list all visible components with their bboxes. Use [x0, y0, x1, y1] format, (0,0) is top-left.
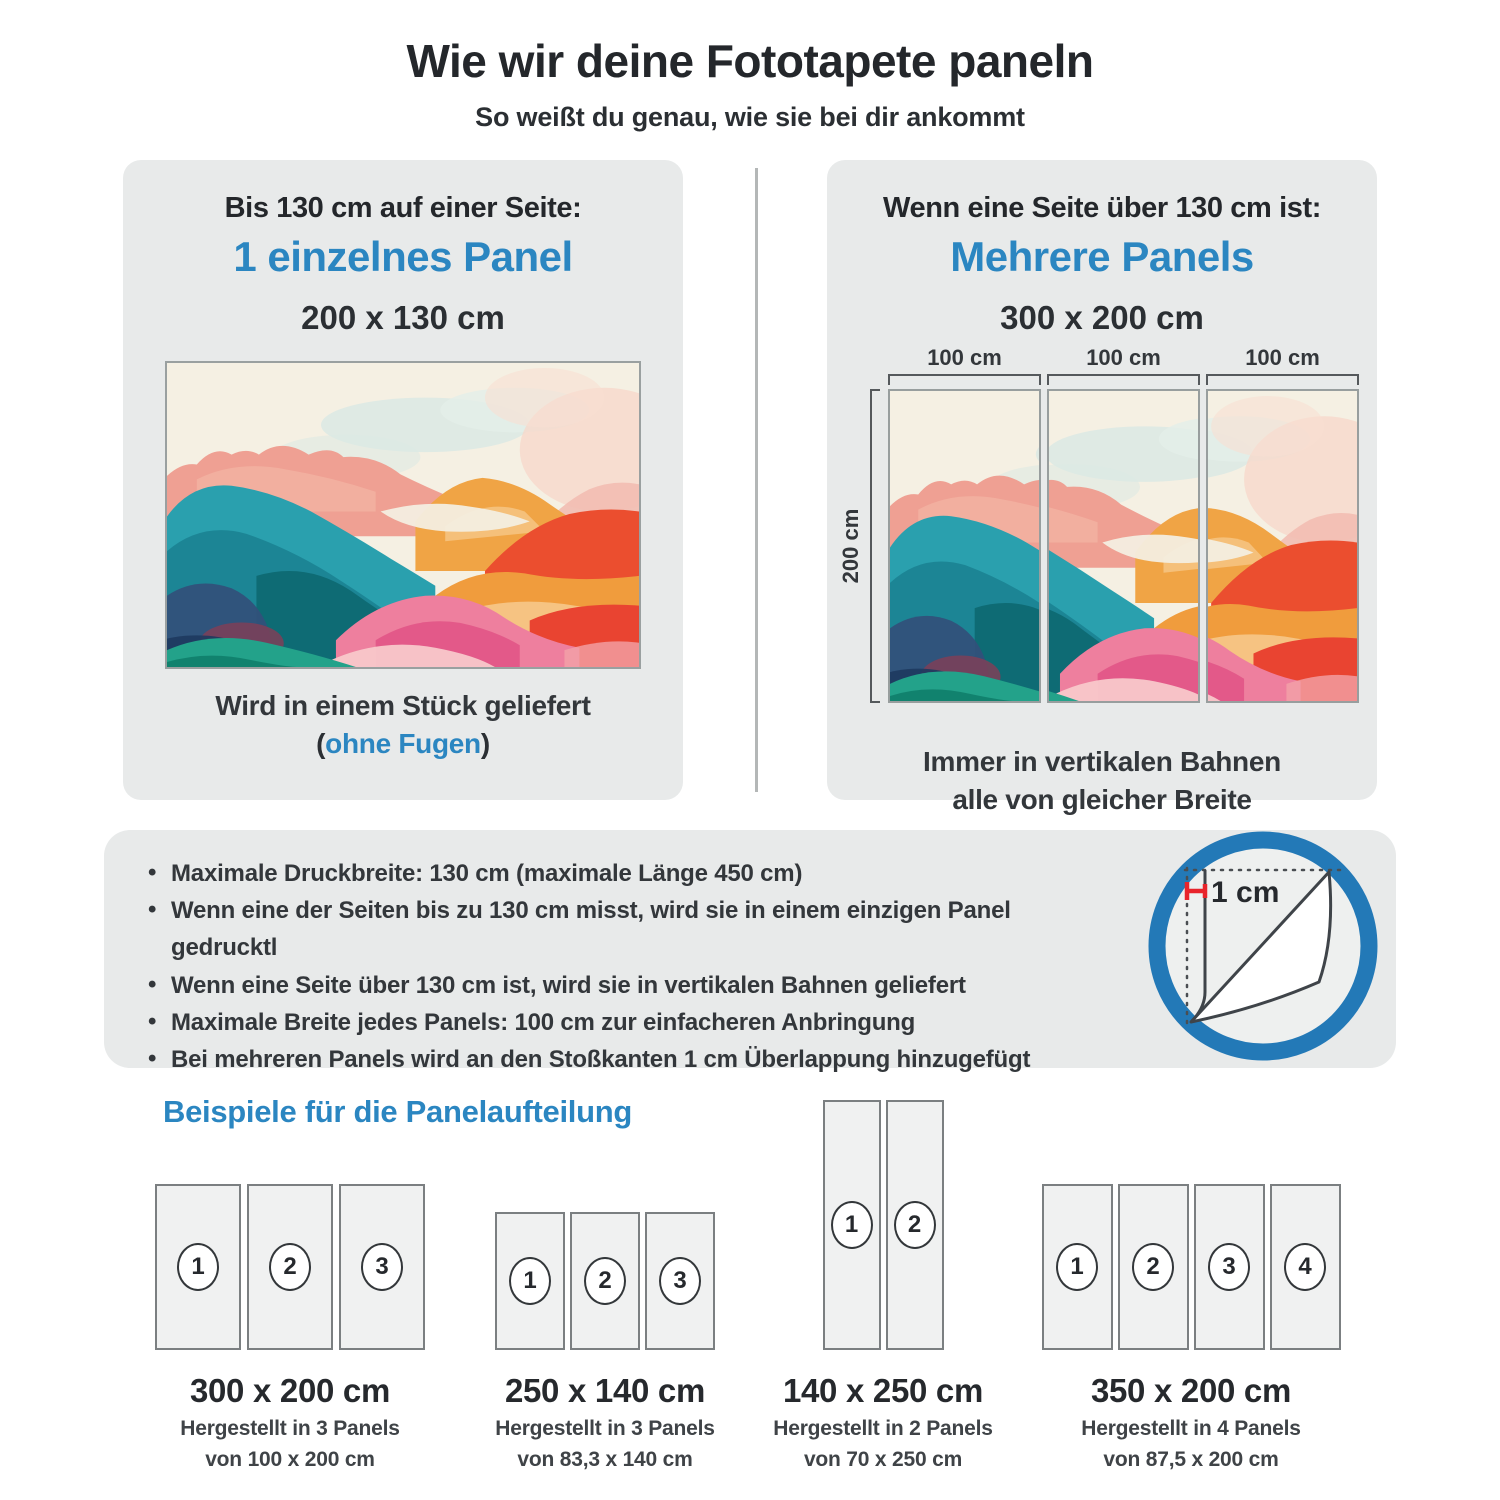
- page-curl-shape: [1189, 870, 1333, 1024]
- info-bullet: Maximale Breite jedes Panels: 100 cm zur…: [146, 1003, 1111, 1041]
- multi-card-subheading: Mehrere Panels: [950, 233, 1254, 280]
- page-subtitle: So weißt du genau, wie sie bei dir ankom…: [475, 102, 1025, 132]
- panel-example: 1 2 3 300 x 200 cm Hergestellt in 3 Panels vo…: [140, 1100, 440, 1472]
- overlap-detail-icon: 1 cm: [1148, 831, 1378, 1061]
- example-size: 350 x 200 cm: [1090, 1372, 1292, 1409]
- panel-number-badge: 2: [584, 1257, 626, 1305]
- panel-rect: 2: [570, 1212, 640, 1350]
- multi-panel-card: Wenn eine Seite über 130 cm ist: Mehrere…: [827, 160, 1377, 815]
- header: Wie wir deine Fototapete paneln So weißt…: [0, 34, 1500, 133]
- panel-rect: 3: [645, 1212, 715, 1350]
- paren-open: (: [316, 727, 326, 759]
- example-made-in: Hergestellt in 3 Panels: [180, 1417, 400, 1440]
- wallpaper-panel-slice: [1047, 389, 1200, 703]
- width-dimension-bracket: [1047, 374, 1200, 385]
- panel-rect: 3: [1193, 1184, 1265, 1350]
- panel-number-badge: 4: [1284, 1243, 1326, 1291]
- page-title: Wie wir deine Fototapete paneln: [406, 35, 1094, 87]
- example-panels-row: 1 2 3: [140, 1100, 440, 1350]
- example-made-in: Hergestellt in 4 Panels: [1081, 1417, 1301, 1440]
- panel-number-badge: 3: [361, 1243, 403, 1291]
- multi-panel-diagram: 200 cm 100 cm 100 cm 100 cm: [838, 345, 1362, 731]
- panel-rect: 4: [1269, 1184, 1341, 1350]
- panel-rect: 3: [339, 1184, 425, 1350]
- panel-number-badge: 1: [177, 1243, 219, 1291]
- wallpaper-artwork-single: [165, 361, 641, 669]
- info-bullet: Bei mehreren Panels wird an den Stoßkant…: [146, 1040, 1111, 1078]
- no-seams-highlight: ohne Fugen: [325, 727, 481, 759]
- width-dimension-bracket: [1206, 374, 1359, 385]
- panel-number-badge: 3: [1208, 1243, 1250, 1291]
- info-bullet-list: Maximale Druckbreite: 130 cm (maximale L…: [146, 854, 1111, 1078]
- overlap-label: 1 cm: [1211, 876, 1279, 909]
- multi-caption-line2: alle von gleicher Breite: [952, 783, 1252, 815]
- wallpaper-panel-slice: [888, 389, 1041, 703]
- height-dimension-label: 200 cm: [838, 508, 863, 584]
- panel-rect: 2: [885, 1100, 944, 1350]
- delivery-line: Wird in einem Stück geliefert: [215, 690, 591, 721]
- panel-rect: 1: [155, 1184, 241, 1350]
- panel-rect: 1: [822, 1100, 881, 1350]
- examples-section: 1 2 3 300 x 200 cm Hergestellt in 3 Panels vo…: [0, 1100, 1500, 1490]
- panel-example: 1 2 3 4 350 x 200 cm Hergestellt in 4 Panels v…: [1041, 1100, 1341, 1472]
- info-bullet: Maximale Druckbreite: 130 cm (maximale L…: [146, 854, 1111, 892]
- single-card-size: 200 x 130 cm: [301, 299, 505, 336]
- panel-width-label: 100 cm: [1245, 345, 1320, 370]
- single-card-heading: Bis 130 cm auf einer Seite:: [224, 192, 582, 224]
- example-made-in: Hergestellt in 2 Panels: [773, 1417, 993, 1440]
- multi-caption-line1: Immer in vertikalen Bahnen: [923, 746, 1281, 777]
- cards-divider: [755, 168, 758, 792]
- single-panel-card: Bis 130 cm auf einer Seite: 1 einzelnes …: [123, 160, 683, 800]
- single-card-caption: Wird in einem Stück geliefert (ohne Fuge…: [123, 687, 683, 763]
- multi-card-size: 300 x 200 cm: [1000, 299, 1204, 336]
- panel-rect: 2: [247, 1184, 333, 1350]
- panel-number-badge: 2: [893, 1201, 936, 1249]
- wallpaper-panel-slice: [1206, 389, 1359, 703]
- panel-example: 1 2 3 250 x 140 cm Hergestellt in 3 Panels vo…: [455, 1100, 755, 1472]
- info-bullet: Wenn eine Seite über 130 cm ist, wird si…: [146, 966, 1111, 1004]
- example-size: 300 x 200 cm: [189, 1372, 391, 1409]
- example-size: 250 x 140 cm: [504, 1372, 706, 1409]
- panel-width-label: 100 cm: [1086, 345, 1161, 370]
- single-card-subheading: 1 einzelnes Panel: [233, 233, 573, 280]
- panel-number-badge: 1: [509, 1257, 551, 1305]
- example-panel-size: von 100 x 200 cm: [205, 1448, 375, 1471]
- panel-number-badge: 1: [1056, 1243, 1098, 1291]
- watercolor-artwork: [167, 363, 639, 667]
- example-panel-size: von 87,5 x 200 cm: [1103, 1448, 1279, 1471]
- panel-number-badge: 2: [1132, 1243, 1174, 1291]
- multi-card-heading: Wenn eine Seite über 130 cm ist:: [883, 192, 1321, 224]
- panel-width-label: 100 cm: [927, 345, 1002, 370]
- panel-rect: 2: [1117, 1184, 1189, 1350]
- example-made-in: Hergestellt in 3 Panels: [495, 1417, 715, 1440]
- info-bullet: Wenn eine der Seiten bis zu 130 cm misst…: [146, 891, 1111, 966]
- example-size: 140 x 250 cm: [782, 1372, 984, 1409]
- panel-number-badge: 3: [659, 1257, 701, 1305]
- height-dimension-bracket: [870, 389, 880, 703]
- width-dimension-bracket: [888, 374, 1041, 385]
- example-panel-size: von 83,3 x 140 cm: [517, 1448, 693, 1471]
- example-panel-size: von 70 x 250 cm: [803, 1448, 963, 1471]
- paren-close: ): [480, 727, 490, 759]
- examples-heading: Beispiele für die Panelaufteilung: [163, 1094, 632, 1129]
- panel-example: 1 2 140 x 250 cm Hergestellt in 2 Panels von…: [733, 1100, 1033, 1472]
- overlap-measure-mark: [1184, 882, 1208, 900]
- panel-number-badge: 2: [269, 1243, 311, 1291]
- panel-rect: 1: [495, 1212, 565, 1350]
- panel-number-badge: 1: [830, 1201, 873, 1249]
- panel-rect: 1: [1041, 1184, 1113, 1350]
- multi-card-caption: Immer in vertikalen Bahnen alle von glei…: [827, 743, 1377, 819]
